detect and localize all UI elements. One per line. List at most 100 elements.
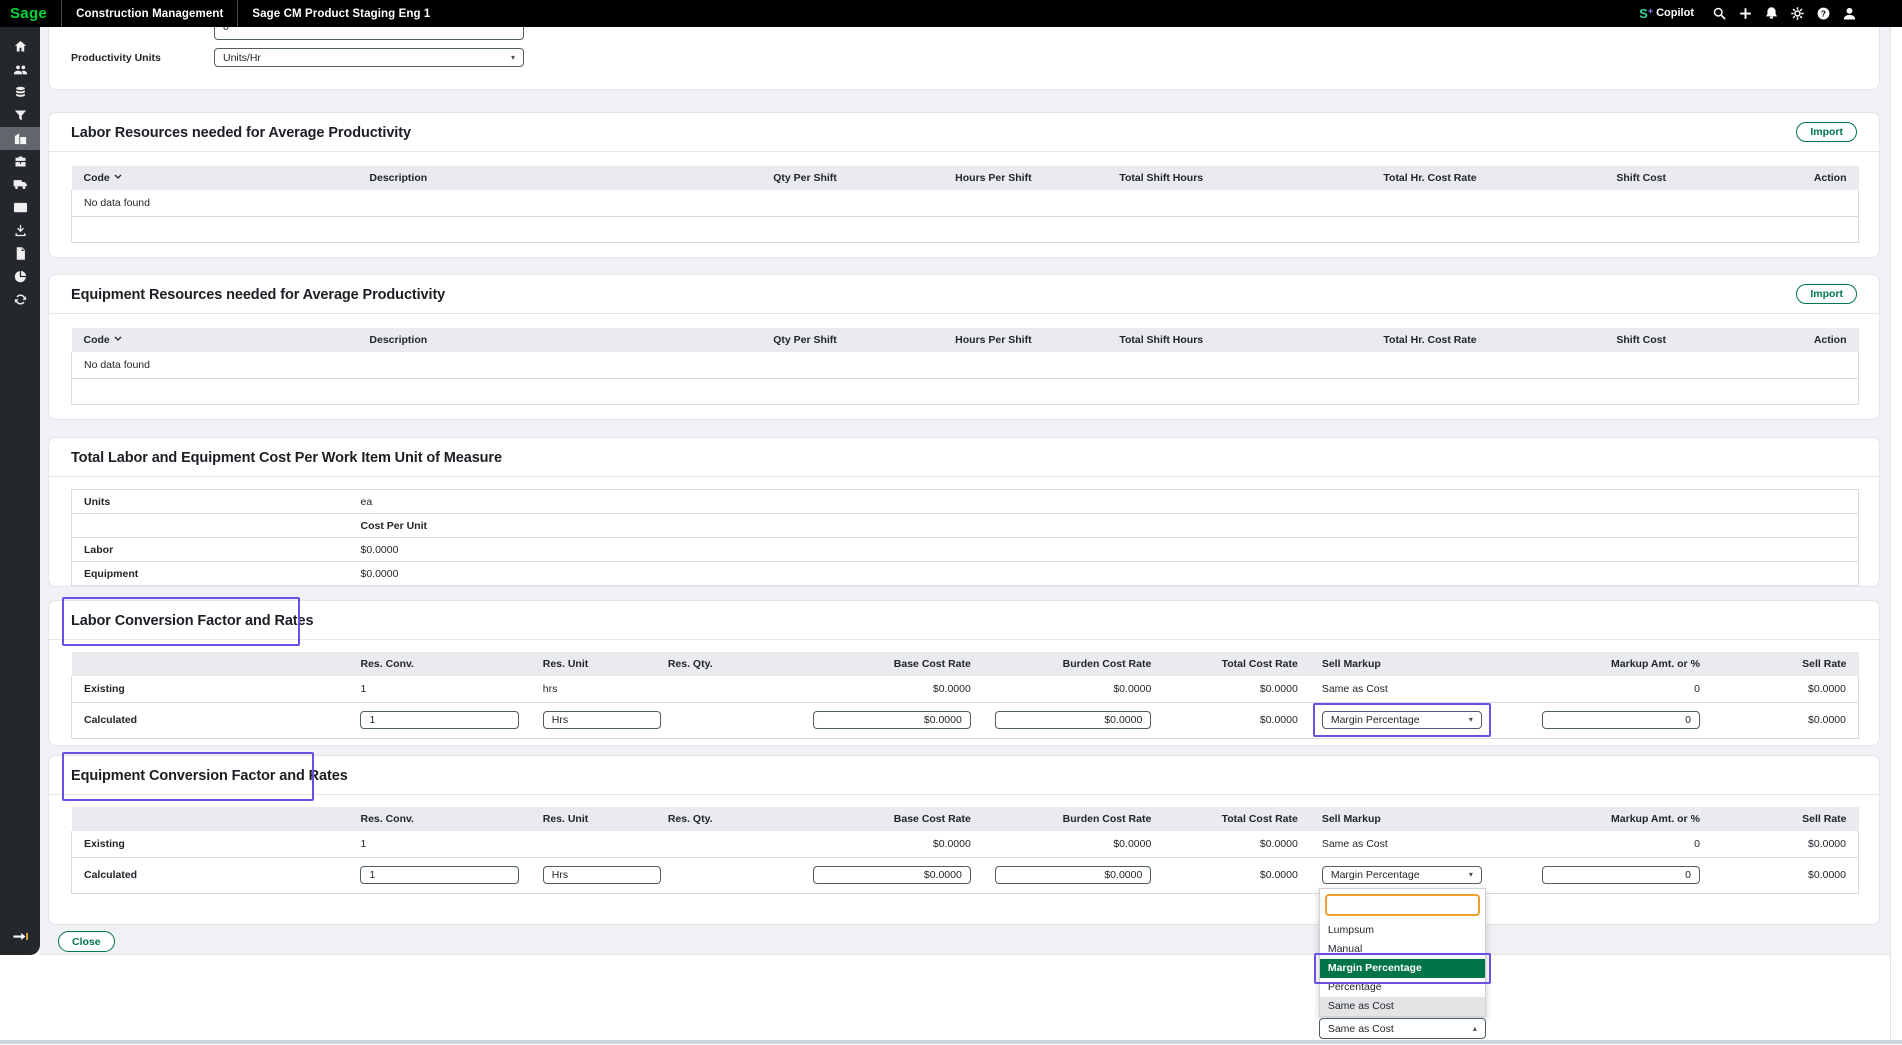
nav-id-card-icon[interactable]	[0, 196, 40, 219]
column-header: Res. Conv.	[348, 652, 530, 676]
dropdown-option-same-as-cost[interactable]: Same as Cost	[1320, 997, 1485, 1016]
column-header: Sell Markup	[1310, 807, 1530, 831]
top-app-bar: Sage Construction Management Sage CM Pro…	[0, 0, 1902, 27]
nav-sync-icon[interactable]	[0, 288, 40, 311]
scrollbar-track[interactable]	[1890, 27, 1902, 1041]
row-value: ea	[348, 490, 1858, 514]
burden-cost-rate-input[interactable]	[995, 711, 1151, 729]
dropdown-option-percentage[interactable]: Percentage	[1320, 978, 1485, 997]
no-data-text: No data found	[72, 190, 1859, 216]
row-label: Existing	[72, 831, 349, 857]
nav-toolbox-icon[interactable]	[0, 150, 40, 173]
labor-resources-card: Labor Resources needed for Average Produ…	[48, 112, 1880, 258]
burden-cost-rate-input[interactable]	[995, 866, 1151, 884]
search-icon[interactable]	[1711, 5, 1728, 22]
productivity-units-select[interactable]: Units/Hr ▾	[214, 48, 524, 67]
add-icon[interactable]	[1737, 5, 1754, 22]
table-header-row: Code Description Qty Per Shift Hours Per…	[72, 166, 1859, 190]
column-header: Sell Rate	[1712, 652, 1859, 676]
res-unit-input[interactable]	[543, 866, 661, 884]
total-cost-table: Units ea Cost Per Unit Labor $0.0000 Equ…	[71, 489, 1859, 586]
column-header: Description	[357, 166, 643, 190]
sell-markup-select-open[interactable]: Margin Percentage ▾	[1322, 866, 1482, 884]
sell-rate-value: $0.0000	[1712, 831, 1859, 857]
column-header-code[interactable]: Code	[72, 328, 358, 352]
sidebar-expand-icon[interactable]	[0, 925, 40, 947]
nav-document-icon[interactable]	[0, 242, 40, 265]
nav-import-icon[interactable]	[0, 219, 40, 242]
column-header: Res. Unit	[531, 807, 656, 831]
res-unit-value: hrs	[531, 676, 656, 702]
sell-markup-select[interactable]: Margin Percentage ▾	[1322, 711, 1482, 729]
column-header-code[interactable]: Code	[72, 166, 358, 190]
user-icon[interactable]	[1841, 5, 1858, 22]
import-button[interactable]: Import	[1796, 284, 1857, 304]
column-header: Total Cost Rate	[1163, 652, 1310, 676]
column-header-blank	[72, 652, 349, 676]
dropdown-option-list: Lumpsum Manual Margin Percentage Percent…	[1320, 921, 1485, 1016]
row-value: $0.0000	[348, 562, 1858, 586]
base-cost-rate-input[interactable]	[813, 866, 971, 884]
help-icon[interactable]: ?	[1815, 5, 1832, 22]
res-unit-input[interactable]	[543, 711, 661, 729]
total-cost-rate-value: $0.0000	[1163, 831, 1310, 857]
nav-people-icon[interactable]	[0, 58, 40, 81]
column-header: Res. Qty.	[656, 652, 801, 676]
dropdown-option-lumpsum[interactable]: Lumpsum	[1320, 921, 1485, 940]
import-button[interactable]: Import	[1796, 122, 1857, 142]
column-header: Shift Cost	[1489, 166, 1678, 190]
markup-amt-input[interactable]	[1542, 711, 1700, 729]
settings-icon[interactable]	[1789, 5, 1806, 22]
column-header: Markup Amt. or %	[1530, 652, 1712, 676]
dropdown-option-manual[interactable]: Manual	[1320, 940, 1485, 959]
sell-rate-value: $0.0000	[1712, 702, 1859, 738]
res-conv-value: 1	[348, 831, 530, 857]
equipment-conversion-title: Equipment Conversion Factor and Rates	[49, 756, 1879, 795]
copilot-plus-icon: +	[1648, 7, 1653, 16]
copilot-button[interactable]: S + Copilot	[1639, 7, 1694, 20]
row-value: Cost Per Unit	[348, 514, 1858, 538]
app-title: Construction Management	[62, 8, 237, 20]
equipment-resources-table: Code Description Qty Per Shift Hours Per…	[71, 328, 1859, 405]
labor-resources-title: Labor Resources needed for Average Produ…	[49, 113, 1879, 152]
existing-row: Existing 1 hrs $0.0000 $0.0000 $0.0000 S…	[72, 676, 1859, 702]
res-qty-value	[656, 831, 801, 857]
calculated-row: Calculated $0.0000 Margin Percentage ▾	[72, 702, 1859, 738]
table-row: Units ea	[72, 490, 1859, 514]
nav-company-icon-active[interactable]	[0, 127, 40, 150]
base-cost-rate-input[interactable]	[813, 711, 971, 729]
sell-rate-value: $0.0000	[1712, 857, 1859, 893]
productivity-units-value: Units/Hr	[223, 52, 261, 64]
main-content: Productivity Units Units/Hr ▾ Labor Reso…	[40, 27, 1890, 955]
res-conv-input[interactable]	[360, 711, 518, 729]
column-header: Qty Per Shift	[643, 166, 849, 190]
dropdown-filter-input[interactable]	[1325, 894, 1480, 916]
nav-truck-icon[interactable]	[0, 173, 40, 196]
nav-home-icon[interactable]	[0, 35, 40, 58]
left-nav-rail	[0, 27, 40, 955]
total-cost-rate-value: $0.0000	[1163, 702, 1310, 738]
row-label: Calculated	[72, 857, 349, 893]
markup-amt-input[interactable]	[1542, 866, 1700, 884]
no-data-text: No data found	[72, 352, 1859, 378]
res-conv-value: 1	[348, 676, 530, 702]
chevron-down-icon: ▾	[1469, 716, 1473, 724]
column-header-blank	[72, 807, 349, 831]
copilot-label: Copilot	[1656, 7, 1694, 19]
dropdown-option-margin-percentage-selected[interactable]: Margin Percentage	[1320, 959, 1485, 978]
res-conv-input[interactable]	[360, 866, 518, 884]
total-cost-rate-value: $0.0000	[1163, 857, 1310, 893]
close-button[interactable]: Close	[58, 931, 115, 952]
nav-reports-icon[interactable]	[0, 265, 40, 288]
secondary-sell-markup-select[interactable]: Same as Cost ▴	[1319, 1018, 1486, 1039]
column-header: Burden Cost Rate	[983, 807, 1163, 831]
nav-filter-icon[interactable]	[0, 104, 40, 127]
nav-resources-icon[interactable]	[0, 81, 40, 104]
sort-chevron-icon	[114, 336, 122, 342]
table-row: Cost Per Unit	[72, 514, 1859, 538]
column-header: Sell Rate	[1712, 807, 1859, 831]
column-header: Burden Cost Rate	[983, 652, 1163, 676]
notifications-icon[interactable]	[1763, 5, 1780, 22]
table-row-empty-state: No data found	[72, 190, 1859, 216]
equipment-conversion-card: Equipment Conversion Factor and Rates Re…	[48, 755, 1880, 925]
